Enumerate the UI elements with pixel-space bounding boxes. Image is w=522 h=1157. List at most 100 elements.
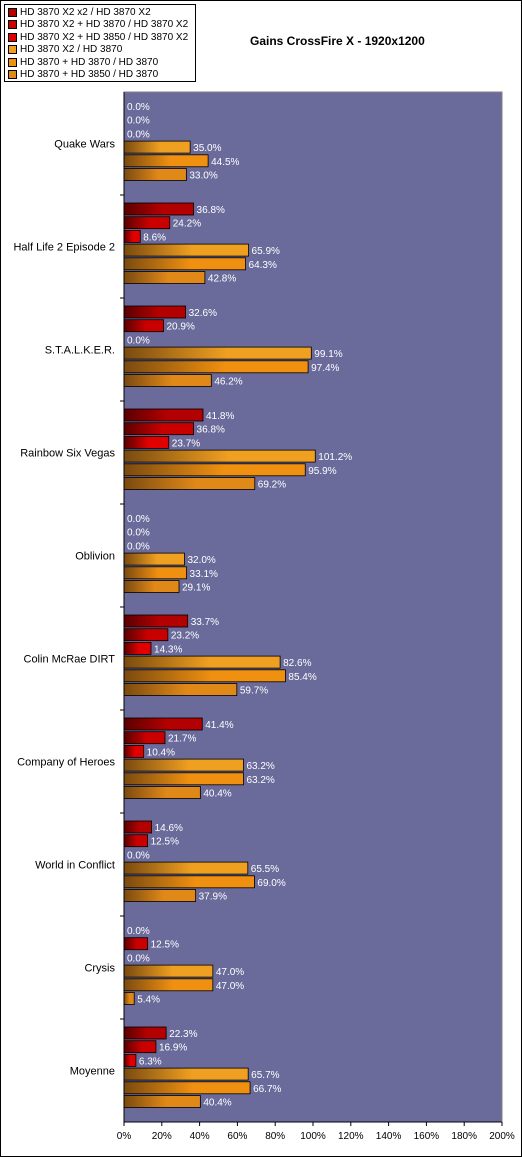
category-label: Oblivion bbox=[75, 551, 115, 563]
bar bbox=[123, 580, 180, 593]
data-label: 12.5% bbox=[151, 837, 179, 848]
data-label: 0.0% bbox=[127, 926, 150, 937]
data-label: 66.7% bbox=[253, 1084, 281, 1095]
data-label: 41.8% bbox=[206, 411, 234, 422]
bar bbox=[123, 319, 164, 333]
data-label: 0.0% bbox=[127, 129, 150, 140]
bar bbox=[123, 717, 203, 731]
data-label: 85.4% bbox=[288, 672, 316, 683]
data-label: 69.2% bbox=[258, 480, 286, 491]
bar bbox=[123, 271, 206, 284]
category-label: World in Conflict bbox=[35, 860, 115, 872]
data-label: 0.0% bbox=[127, 541, 150, 552]
bar bbox=[123, 655, 281, 669]
bar bbox=[123, 772, 244, 786]
bar bbox=[123, 477, 256, 490]
bar bbox=[123, 992, 135, 1005]
category-label: S.T.A.L.K.E.R. bbox=[45, 345, 115, 357]
data-label: 32.0% bbox=[187, 555, 215, 566]
bar bbox=[123, 1026, 167, 1040]
x-tick-label: 140% bbox=[376, 1131, 402, 1142]
bar bbox=[123, 168, 187, 181]
data-label: 0.0% bbox=[127, 850, 150, 861]
legend-swatch bbox=[8, 45, 17, 55]
data-label: 23.7% bbox=[172, 438, 200, 449]
legend-swatch bbox=[8, 32, 17, 42]
bar bbox=[123, 1067, 249, 1081]
category-label: Rainbow Six Vegas bbox=[20, 448, 115, 460]
bar bbox=[123, 435, 170, 449]
x-tick-label: 180% bbox=[451, 1131, 477, 1142]
data-label: 36.8% bbox=[197, 425, 225, 436]
bar bbox=[123, 875, 255, 889]
bar bbox=[123, 566, 187, 580]
category-label: Crysis bbox=[84, 963, 115, 975]
legend-label: HD 3870 X2 + HD 3870 / HD 3870 X2 bbox=[20, 19, 189, 31]
data-label: 0.0% bbox=[127, 102, 150, 113]
x-tick-label: 160% bbox=[414, 1131, 440, 1142]
category-label: Quake Wars bbox=[54, 139, 115, 151]
data-label: 16.9% bbox=[159, 1043, 187, 1054]
data-label: 41.4% bbox=[205, 720, 233, 731]
bar bbox=[123, 683, 238, 696]
bar bbox=[123, 964, 214, 978]
x-tick-label: 20% bbox=[152, 1131, 172, 1142]
category-label: Colin McRae DIRT bbox=[24, 654, 116, 666]
bar bbox=[123, 731, 166, 745]
x-tick-label: 0% bbox=[117, 1131, 132, 1142]
data-label: 12.5% bbox=[151, 940, 179, 951]
bar bbox=[123, 374, 212, 387]
data-label: 20.9% bbox=[167, 322, 195, 333]
chart-title: Gains CrossFire X - 1920x1200 bbox=[250, 34, 425, 48]
category-label: Moyenne bbox=[70, 1066, 115, 1078]
data-label: 5.4% bbox=[137, 995, 160, 1006]
data-label: 59.7% bbox=[240, 686, 268, 697]
legend-swatch bbox=[8, 57, 17, 67]
bar bbox=[123, 614, 189, 628]
data-label: 0.0% bbox=[127, 116, 150, 127]
legend-swatch bbox=[8, 70, 17, 80]
bar bbox=[123, 449, 316, 463]
bar bbox=[123, 745, 145, 758]
legend-label: HD 3870 X2 x2 / HD 3870 X2 bbox=[20, 6, 151, 18]
data-label: 40.4% bbox=[203, 1098, 231, 1109]
bar bbox=[123, 669, 286, 683]
data-label: 64.3% bbox=[249, 260, 277, 271]
x-tick-label: 80% bbox=[265, 1131, 285, 1142]
legend-item: HD 3870 X2 + HD 3870 / HD 3870 X2 bbox=[8, 19, 195, 32]
data-label: 14.6% bbox=[155, 823, 183, 834]
data-label: 65.5% bbox=[251, 864, 279, 875]
data-label: 65.9% bbox=[252, 246, 280, 257]
bar bbox=[123, 786, 201, 799]
bar bbox=[123, 834, 149, 848]
bar bbox=[123, 628, 169, 642]
x-tick-label: 40% bbox=[190, 1131, 210, 1142]
data-label: 44.5% bbox=[211, 157, 239, 168]
bar bbox=[123, 257, 246, 271]
data-label: 63.2% bbox=[246, 761, 274, 772]
data-label: 29.1% bbox=[182, 583, 210, 594]
data-label: 23.2% bbox=[171, 631, 199, 642]
bar bbox=[123, 552, 185, 566]
bar bbox=[123, 889, 197, 902]
legend-swatch bbox=[8, 7, 17, 17]
data-label: 47.0% bbox=[216, 967, 244, 978]
bar bbox=[123, 758, 244, 772]
legend-item: HD 3870 X2 / HD 3870 bbox=[8, 44, 195, 57]
data-label: 42.8% bbox=[208, 274, 236, 285]
bar bbox=[123, 346, 312, 360]
data-label: 0.0% bbox=[127, 335, 150, 346]
bar bbox=[123, 1054, 137, 1067]
data-label: 101.2% bbox=[318, 452, 352, 463]
legend: HD 3870 X2 x2 / HD 3870 X2 HD 3870 X2 + … bbox=[4, 4, 196, 82]
legend-swatch bbox=[8, 20, 17, 30]
data-label: 21.7% bbox=[168, 734, 196, 745]
data-label: 22.3% bbox=[169, 1029, 197, 1040]
legend-item: HD 3870 X2 + HD 3850 / HD 3870 X2 bbox=[8, 31, 195, 44]
data-label: 32.6% bbox=[189, 308, 217, 319]
data-label: 47.0% bbox=[216, 981, 244, 992]
data-label: 46.2% bbox=[214, 377, 242, 388]
data-label: 14.3% bbox=[154, 644, 182, 655]
